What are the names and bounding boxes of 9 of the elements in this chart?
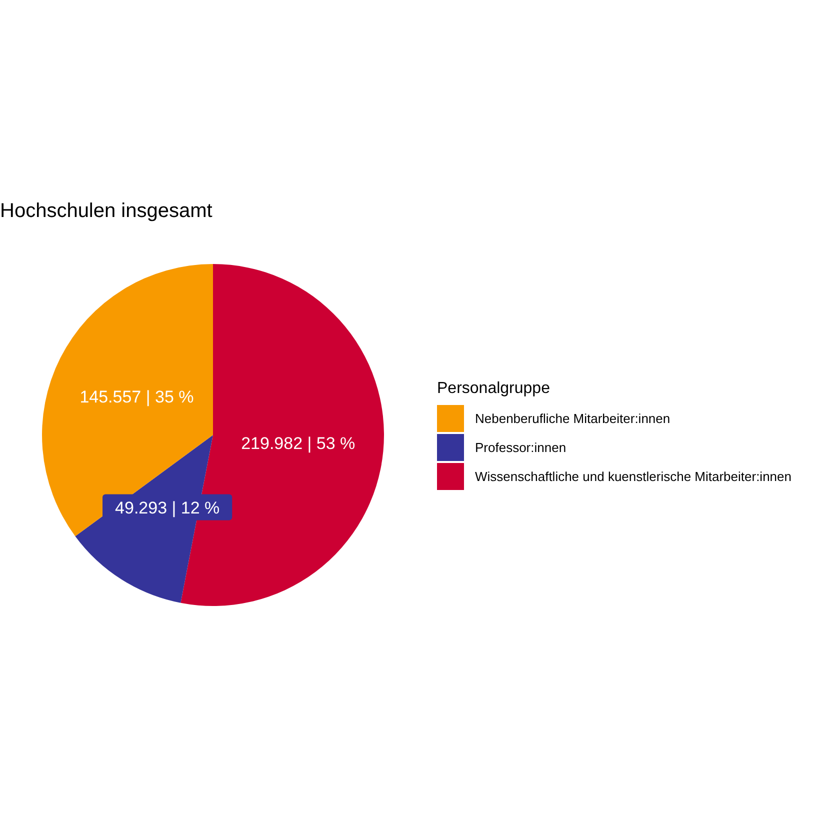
data-label: 49.293 | 12 %: [115, 498, 220, 518]
legend-title: Personalgruppe: [437, 380, 550, 397]
pie-slice: [180, 264, 384, 606]
legend-label: Nebenberufliche Mitarbeiter:innen: [475, 411, 670, 426]
data-label: 145.557 | 35 %: [80, 387, 194, 406]
chart-title: Hochschulen insgesamt: [0, 200, 213, 222]
data-label: 219.982 | 53 %: [241, 434, 356, 454]
legend-label: Professor:innen: [475, 440, 566, 455]
legend-label: Wissenschaftliche und kuenstlerische Mitarbeiter:innen: [475, 469, 792, 484]
